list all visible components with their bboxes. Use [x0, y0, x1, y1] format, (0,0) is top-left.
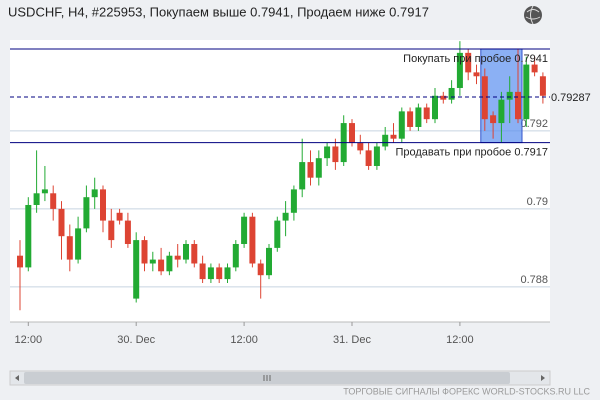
candle-body: [473, 72, 480, 77]
level-label: Продавать при пробое 0.7917: [395, 146, 548, 158]
candle-body: [199, 263, 206, 280]
candle-body: [349, 123, 355, 143]
x-tick-label: 12:00: [446, 334, 474, 346]
candle-body: [174, 255, 181, 260]
candle-body: [207, 267, 214, 280]
candle-body: [66, 236, 73, 260]
candle-body: [390, 134, 397, 139]
chart-title: USDCHF, H4, #225953, Покупаем выше 0.794…: [8, 4, 429, 19]
candle-body: [100, 189, 106, 221]
candle-body: [490, 115, 497, 124]
candle-body: [456, 52, 463, 88]
x-tick-label: 12:00: [230, 334, 258, 346]
candle-body: [124, 220, 131, 244]
y-tick-label: 0.788: [520, 274, 548, 286]
candle-body: [282, 212, 289, 221]
candle-body: [290, 189, 297, 213]
candle-body: [183, 243, 189, 260]
candle-body: [498, 99, 505, 124]
candle-body: [440, 95, 447, 100]
x-tick-label: 31. Dec: [333, 334, 371, 346]
candle-body: [232, 243, 239, 268]
candle-body: [133, 240, 140, 299]
candle-body: [17, 255, 23, 268]
level-label: Покупать при пробое 0.7941: [403, 53, 548, 65]
x-tick-label: 12:00: [15, 334, 43, 346]
candle-body: [58, 208, 65, 237]
candle-body: [116, 212, 123, 221]
candle-body: [481, 76, 488, 120]
candle-body: [315, 158, 322, 178]
candle-body: [506, 91, 513, 100]
candle-body: [539, 76, 546, 96]
candle-body: [241, 216, 248, 244]
candle-body: [257, 263, 264, 276]
candle-body: [373, 146, 380, 166]
candle-body: [83, 197, 90, 229]
candle-body: [357, 142, 364, 151]
candle-body: [523, 64, 530, 120]
candle-body: [407, 111, 414, 127]
candle-body: [91, 189, 98, 198]
candle-body: [158, 259, 165, 272]
candle-body: [299, 162, 306, 190]
candle-body: [274, 220, 281, 248]
candle-body: [465, 52, 472, 73]
current-price-label: 0.79287: [551, 92, 591, 104]
candle-body: [25, 204, 32, 268]
candle-body: [365, 150, 372, 166]
candle-body: [332, 146, 339, 163]
candle-body: [448, 87, 455, 100]
candle-body: [224, 267, 231, 280]
globe-icon[interactable]: [524, 5, 542, 25]
candle-body: [382, 134, 389, 147]
candle-body: [141, 240, 148, 264]
candle-body: [149, 259, 156, 264]
y-tick-label: 0.792: [520, 118, 548, 130]
candle-body: [515, 91, 521, 120]
scrollbar[interactable]: [9, 370, 551, 386]
candle-body: [249, 216, 256, 264]
candle-body: [432, 95, 438, 120]
plot-area: [10, 40, 550, 322]
candle-body: [423, 107, 430, 120]
x-tick-label: 30. Dec: [117, 334, 155, 346]
candle-body: [191, 243, 198, 264]
candle-body: [307, 162, 314, 178]
footer: ТОРГОВЫЕ СИГНАЛЫ ФОРЕКС WORLD-STOCKS.RU …: [343, 386, 590, 396]
candle-body: [415, 107, 422, 127]
candle-body: [166, 255, 173, 272]
candle-body: [33, 193, 40, 205]
candle-body: [108, 220, 115, 241]
candle-body: [398, 111, 405, 139]
candle-body: [531, 64, 538, 73]
candle-body: [50, 193, 57, 209]
candle-body: [41, 189, 48, 194]
candle-body: [324, 146, 331, 159]
candle-body: [266, 247, 272, 276]
candle-body: [216, 267, 223, 280]
y-tick-label: 0.79: [527, 196, 548, 208]
candle-body: [75, 228, 82, 260]
